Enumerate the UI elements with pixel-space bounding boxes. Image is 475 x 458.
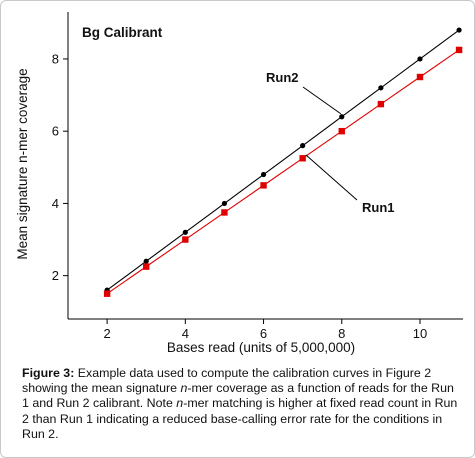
x-axis-title: Bases read (units of 5,000,000) (167, 340, 355, 355)
series-layer: Run2 Run1 (103, 27, 463, 297)
data-point-run2 (378, 85, 384, 91)
caption-italic-1: n (180, 381, 188, 396)
data-point-run2 (182, 229, 188, 235)
caption-text-3: -mer matching is higher at fixed read co… (22, 396, 458, 441)
data-point-run2 (456, 27, 462, 33)
data-point-run1 (455, 46, 463, 54)
data-point-run2 (260, 171, 267, 178)
data-point-run1 (143, 263, 150, 270)
y-tick-label: 2 (52, 268, 59, 283)
data-point-run1 (221, 209, 228, 216)
data-point-run2 (221, 200, 228, 207)
leader-line-run2 (302, 86, 342, 115)
caption-text-2: -mer coverage as a function of reads for… (22, 381, 454, 411)
y-axis-title: Mean signature n-mer coverage (15, 68, 30, 259)
axes: 2 4 6 8 2 4 6 8 10 (52, 12, 463, 341)
data-point-run1 (182, 236, 189, 243)
y-tick-label: 6 (52, 124, 59, 139)
data-point-run2 (143, 258, 149, 264)
data-point-run1 (338, 127, 345, 135)
figure-caption: Figure 3: Example data used to compute t… (22, 366, 462, 442)
data-point-run1 (377, 100, 385, 108)
caption-italic-2: n (176, 396, 184, 411)
series-line-run1 (106, 49, 460, 295)
x-tick-label: 10 (413, 326, 427, 341)
data-point-run1 (299, 155, 306, 162)
series-line-run2 (106, 29, 460, 291)
caption-label: Figure 3: (22, 366, 75, 380)
x-tick-label: 2 (103, 326, 110, 341)
caption-text-1: Example data used to compute the calibra… (22, 366, 432, 396)
data-point-run1 (260, 182, 267, 189)
leader-line-run1 (305, 154, 358, 201)
chart-container: 2 4 6 8 2 4 6 8 10 Run2 Run1 Bg Calibrant Bases r… (15, 12, 463, 355)
series-label-run1: Run1 (362, 200, 395, 215)
x-tick-label: 6 (260, 326, 267, 341)
y-tick-label: 4 (52, 196, 59, 211)
data-point-run2 (339, 114, 345, 120)
x-tick-label: 4 (182, 326, 189, 341)
series-label-run2: Run2 (266, 70, 299, 85)
x-tick-label: 8 (338, 326, 345, 341)
y-tick-label: 8 (52, 51, 59, 66)
data-point-run2 (417, 56, 423, 62)
line-chart: 2 4 6 8 2 4 6 8 10 Run2 Run1 Bg Calibrant Bases r… (15, 12, 463, 355)
chart-title: Bg Calibrant (82, 25, 163, 40)
data-point-run2 (300, 143, 306, 149)
data-point-run1 (103, 290, 111, 297)
data-point-run1 (416, 73, 424, 81)
